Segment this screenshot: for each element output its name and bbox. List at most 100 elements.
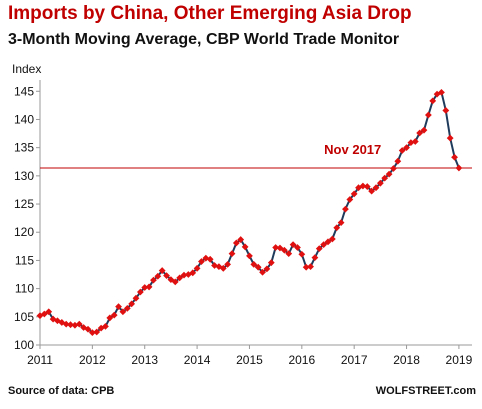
data-point: [302, 263, 310, 271]
y-tick-label: 120: [14, 225, 34, 239]
y-tick-label: 140: [14, 112, 34, 126]
data-point: [272, 244, 280, 251]
data-point: [285, 250, 293, 258]
data-point: [224, 260, 232, 268]
reference-line-label: Nov 2017: [324, 142, 381, 157]
series-line: [39, 91, 460, 334]
x-tick-label: 2014: [184, 353, 211, 367]
data-point: [206, 255, 214, 263]
y-tick-label: 110: [15, 282, 34, 296]
data-point: [141, 284, 149, 291]
data-point: [333, 224, 341, 232]
data-point: [451, 153, 458, 161]
data-point: [154, 272, 162, 280]
data-point: [416, 129, 424, 137]
data-point: [411, 138, 419, 145]
y-tick-label: 130: [14, 169, 34, 183]
data-point: [298, 250, 306, 258]
x-tick-label: 2012: [79, 353, 106, 367]
data-point: [84, 325, 92, 333]
data-point: [176, 274, 184, 282]
data-point: [420, 126, 428, 134]
data-point: [320, 241, 328, 249]
data-point: [385, 170, 393, 178]
data-point: [132, 294, 140, 302]
x-tick-labels: 2011 2012 2013 2014 2015 2016 2017 2018 2019: [27, 345, 473, 367]
data-point: [106, 314, 114, 322]
data-point: [424, 111, 432, 119]
data-point: [324, 238, 332, 246]
data-point: [294, 244, 301, 251]
x-tick-label: 2013: [131, 353, 158, 367]
data-point: [193, 264, 201, 272]
data-point: [62, 320, 70, 328]
data-point: [254, 263, 262, 271]
data-point: [150, 276, 157, 284]
data-point: [381, 174, 389, 182]
data-point: [88, 329, 96, 336]
data-point: [280, 246, 288, 254]
data-point: [363, 183, 371, 190]
y-tick-label: 125: [14, 197, 34, 211]
data-point: [128, 300, 136, 308]
data-point: [102, 322, 109, 330]
data-point: [429, 97, 437, 105]
data-point: [145, 283, 153, 291]
data-point: [180, 271, 188, 279]
data-point: [289, 241, 297, 249]
data-point: [93, 328, 101, 336]
x-tick-label: 2015: [236, 353, 263, 367]
data-point: [372, 184, 380, 192]
data-point: [263, 265, 271, 273]
data-point: [390, 165, 397, 172]
reference-line-group: Nov 2017: [40, 142, 472, 169]
x-tick-label: 2017: [341, 353, 368, 367]
data-point: [119, 308, 127, 316]
data-point: [189, 269, 197, 277]
data-point: [158, 267, 166, 274]
data-point: [75, 320, 83, 328]
series-group: [36, 89, 463, 336]
chart-subtitle: 3-Month Moving Average, CBP World Trade …: [8, 31, 400, 48]
data-point: [250, 260, 258, 268]
data-point: [350, 190, 358, 198]
y-tick-label: 100: [14, 338, 34, 352]
y-tick-label: 145: [14, 84, 34, 98]
x-tick-label: 2016: [288, 353, 315, 367]
data-point: [198, 258, 205, 265]
y-axis-label: Index: [12, 62, 41, 76]
data-point: [163, 272, 170, 280]
data-point: [376, 179, 384, 187]
y-tick-labels: 100 105 110 115 120 125 130 135 140 145: [14, 84, 40, 352]
x-tick-label: 2019: [446, 353, 473, 367]
data-point: [219, 264, 227, 272]
data-point: [232, 239, 240, 247]
data-point: [171, 278, 179, 286]
chart-title: Imports by China, Other Emerging Asia Dr…: [8, 3, 412, 24]
data-point: [368, 187, 376, 195]
data-point: [307, 263, 314, 271]
data-point: [342, 205, 349, 213]
data-point: [246, 252, 253, 260]
data-point: [115, 303, 122, 311]
data-point: [442, 107, 450, 114]
data-point: [67, 321, 74, 329]
data-point: [237, 236, 245, 243]
y-tick-label: 105: [14, 310, 34, 324]
data-point: [398, 147, 406, 154]
data-point: [337, 219, 345, 227]
data-point: [403, 144, 410, 152]
data-point: [45, 308, 53, 316]
data-point: [241, 243, 249, 251]
data-point: [438, 89, 445, 96]
brand-label: WOLFSTREET.com: [375, 385, 476, 397]
data-point: [136, 288, 144, 296]
y-tick-label: 115: [15, 253, 34, 267]
y-tick-label: 135: [14, 141, 34, 155]
data-point: [394, 157, 402, 165]
source-note: Source of data: CPB: [8, 385, 115, 397]
data-point: [346, 196, 354, 203]
data-point: [359, 182, 367, 190]
data-point: [328, 235, 336, 243]
